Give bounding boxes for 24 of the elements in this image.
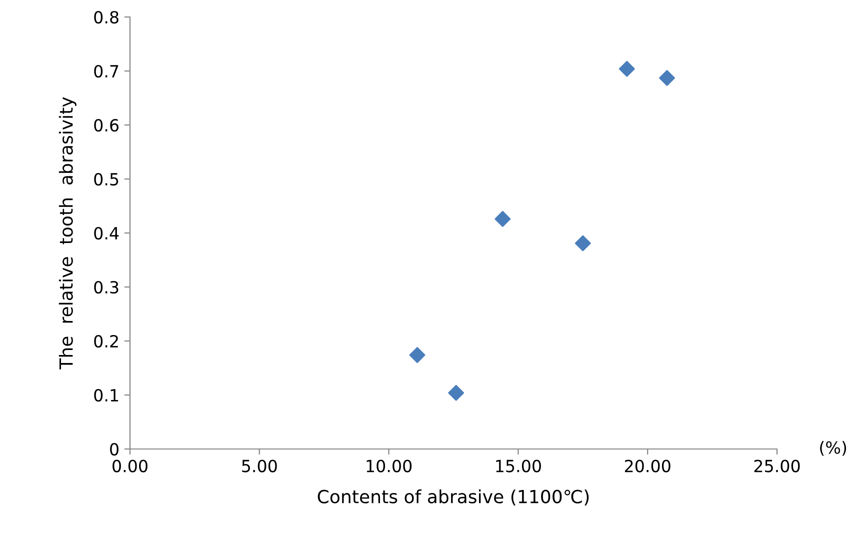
y-tick-label: 0.8 xyxy=(94,10,118,24)
x-tick-label: 15.00 xyxy=(496,460,541,472)
point xyxy=(618,60,635,77)
text: (%) xyxy=(820,440,846,456)
y-tick-label: 0.5 xyxy=(94,172,118,186)
y-tick-label: 0.4 xyxy=(94,226,119,240)
point xyxy=(448,384,464,401)
y-tick-label: 0.2 xyxy=(94,334,118,348)
y-tick-label: 0.6 xyxy=(94,118,119,132)
point xyxy=(574,235,591,252)
x-tick-label: 10.00 xyxy=(366,460,412,472)
x-tick-label: 25.00 xyxy=(754,460,800,472)
y-tick-label: 0 xyxy=(110,442,118,456)
x-tick-label: 0.00 xyxy=(112,460,148,472)
point xyxy=(409,347,426,364)
y-tick-label: 0.7 xyxy=(94,64,118,78)
point xyxy=(659,70,675,86)
y-axis-title: The relative tooth abrasivity xyxy=(58,97,76,370)
x-tick-label: 20.00 xyxy=(624,460,670,472)
y-tick-label: 0.1 xyxy=(94,388,118,402)
x-tick-label: 5.00 xyxy=(242,460,277,472)
point xyxy=(494,210,511,227)
y-tick-label: 0.3 xyxy=(94,280,118,294)
x-axis-title: Contents of abrasive (1100℃) xyxy=(318,489,589,506)
